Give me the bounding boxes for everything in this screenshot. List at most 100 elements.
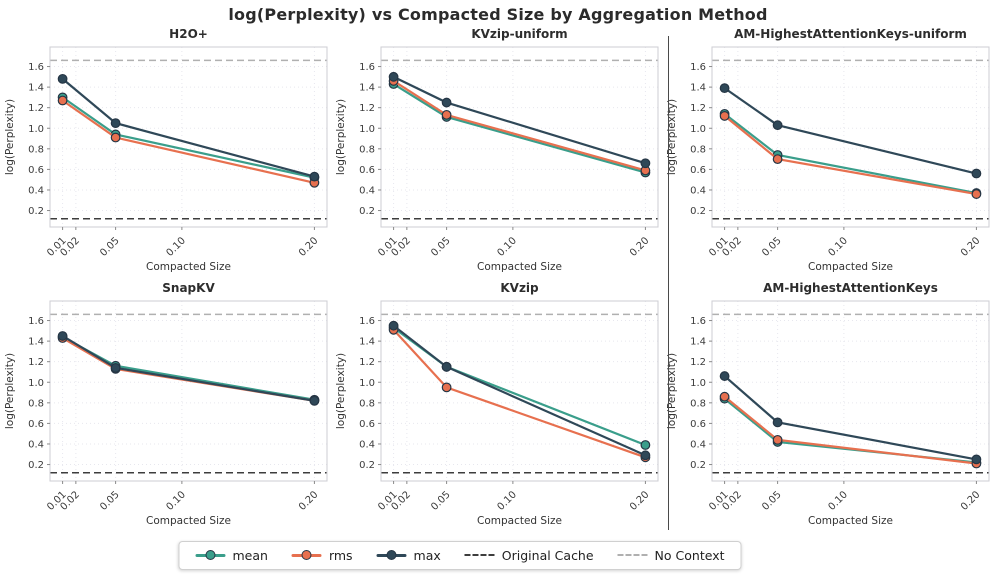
svg-text:log(Perplexity): log(Perplexity): [4, 353, 16, 429]
legend-item-rms: rms: [291, 548, 353, 563]
legend: mean rms max Original Cache No Context: [178, 541, 742, 570]
svg-text:0.4: 0.4: [359, 439, 375, 450]
svg-text:0.8: 0.8: [690, 144, 706, 155]
svg-text:0.6: 0.6: [28, 419, 44, 430]
svg-text:0.2: 0.2: [28, 206, 44, 217]
subplot-kvzip-uniform: KVzip-uniform 0.2 0.4 0.6 0.8 1.0 1.2 1.4 1.6 0.…: [333, 26, 664, 276]
svg-text:1.6: 1.6: [690, 62, 706, 73]
svg-text:1.6: 1.6: [28, 62, 44, 73]
svg-text:0.10: 0.10: [826, 489, 850, 513]
svg-text:1.2: 1.2: [359, 357, 375, 368]
svg-text:1.6: 1.6: [359, 62, 375, 73]
svg-text:1.0: 1.0: [28, 124, 44, 135]
svg-text:1.0: 1.0: [690, 124, 706, 135]
svg-text:1.4: 1.4: [690, 337, 706, 348]
svg-text:Compacted Size: Compacted Size: [808, 515, 893, 527]
subplot-title: AM-HighestAttentionKeys-uniform: [734, 27, 967, 41]
svg-text:0.10: 0.10: [495, 489, 519, 513]
subplot-row-2: SnapKV 0.2 0.4 0.6 0.8 1.0 1.2 1.4 1.6 0.01 0.02 0…: [2, 280, 995, 530]
svg-text:0.2: 0.2: [359, 206, 375, 217]
svg-text:1.6: 1.6: [359, 316, 375, 327]
svg-text:0.4: 0.4: [28, 439, 44, 450]
rms-series-swatch-icon: [291, 550, 322, 561]
svg-text:0.10: 0.10: [826, 235, 850, 259]
svg-text:0.6: 0.6: [359, 419, 375, 430]
subplot-am-highestattentionkeys: AM-HighestAttentionKeys 0.2 0.4 0.6 0.8 1.0 1…: [664, 280, 995, 530]
column-divider: [668, 36, 669, 530]
svg-text:0.20: 0.20: [628, 489, 652, 513]
max-series-swatch-icon: [376, 550, 407, 561]
chart-canvas: 0.20.40.60.81.01.21.41.60.010.02 0.05 0.10…: [335, 46, 659, 273]
svg-text:0.10: 0.10: [164, 235, 188, 259]
chart-canvas: 0.20.40.60.81.01.21.41.60.010.02 0.05 0.10…: [666, 46, 990, 273]
svg-text:0.4: 0.4: [690, 185, 706, 196]
svg-text:Compacted Size: Compacted Size: [477, 515, 562, 527]
svg-text:log(Perplexity): log(Perplexity): [666, 99, 678, 175]
svg-text:log(Perplexity): log(Perplexity): [666, 353, 678, 429]
svg-text:1.0: 1.0: [690, 378, 706, 389]
svg-text:0.6: 0.6: [690, 165, 706, 176]
legend-label: rms: [328, 548, 353, 563]
svg-text:1.2: 1.2: [28, 103, 44, 114]
subplot-snapkv: SnapKV 0.2 0.4 0.6 0.8 1.0 1.2 1.4 1.6 0.01 0.02 0…: [2, 280, 333, 530]
svg-text:0.8: 0.8: [359, 144, 375, 155]
svg-text:0.05: 0.05: [98, 489, 122, 513]
svg-text:1.0: 1.0: [359, 378, 375, 389]
svg-text:Compacted Size: Compacted Size: [477, 261, 562, 273]
svg-text:0.4: 0.4: [359, 185, 375, 196]
svg-text:0.4: 0.4: [28, 185, 44, 196]
svg-text:log(Perplexity): log(Perplexity): [335, 99, 347, 175]
svg-text:1.2: 1.2: [690, 357, 706, 368]
svg-text:0.20: 0.20: [959, 489, 983, 513]
legend-label: No Context: [654, 548, 725, 563]
subplot-am-highestattentionkeys-uniform: AM-HighestAttentionKeys-uniform 0.2 0.4 0.…: [664, 26, 995, 276]
svg-text:1.4: 1.4: [359, 337, 375, 348]
svg-text:log(Perplexity): log(Perplexity): [335, 353, 347, 429]
svg-text:0.05: 0.05: [760, 489, 784, 513]
svg-text:0.05: 0.05: [760, 235, 784, 259]
svg-text:Compacted Size: Compacted Size: [146, 515, 231, 527]
svg-text:1.2: 1.2: [28, 357, 44, 368]
chart-canvas: 0.20.40.60.81.01.21.41.60.010.02 0.05 0.10…: [335, 300, 659, 527]
svg-text:1.6: 1.6: [690, 316, 706, 327]
svg-text:0.6: 0.6: [28, 165, 44, 176]
legend-label: max: [413, 548, 441, 563]
subplot-title: H2O+: [169, 27, 208, 41]
svg-text:0.20: 0.20: [297, 489, 321, 513]
svg-text:0.4: 0.4: [690, 439, 706, 450]
svg-text:1.4: 1.4: [28, 83, 44, 94]
svg-text:0.10: 0.10: [495, 235, 519, 259]
svg-text:1.2: 1.2: [359, 103, 375, 114]
svg-text:0.2: 0.2: [28, 460, 44, 471]
legend-label: Original Cache: [501, 548, 594, 563]
svg-text:0.8: 0.8: [28, 144, 44, 155]
legend-item-no-context: No Context: [617, 548, 725, 563]
subplot-kvzip: KVzip 0.2 0.4 0.6 0.8 1.0 1.2 1.4 1.6 0.01 0.02 0.…: [333, 280, 664, 530]
legend-label: mean: [232, 548, 268, 563]
svg-text:1.4: 1.4: [690, 83, 706, 94]
subplot-h2o-plus: H2O+ 0.2 0.4 0.6 0.8 1.0 1.2 1.4 1.6 0.01 0.02 0.0…: [2, 26, 333, 276]
svg-text:0.6: 0.6: [690, 419, 706, 430]
svg-text:0.2: 0.2: [690, 460, 706, 471]
chart-canvas: 0.20.40.60.81.01.21.41.60.010.02 0.05 0.10…: [4, 300, 328, 527]
svg-text:0.20: 0.20: [628, 235, 652, 259]
svg-text:1.0: 1.0: [28, 378, 44, 389]
legend-item-max: max: [376, 548, 441, 563]
dashed-line-swatch-icon: [617, 550, 648, 561]
svg-text:0.20: 0.20: [297, 235, 321, 259]
chart-canvas: 0.20.40.60.81.01.21.41.60.010.02 0.05 0.10…: [4, 46, 328, 273]
subplot-title: AM-HighestAttentionKeys: [763, 281, 938, 295]
mean-series-swatch-icon: [195, 550, 226, 561]
legend-item-mean: mean: [195, 548, 268, 563]
svg-text:0.8: 0.8: [359, 398, 375, 409]
svg-text:1.4: 1.4: [359, 83, 375, 94]
svg-text:0.20: 0.20: [959, 235, 983, 259]
figure-title: log(Perplexity) vs Compacted Size by Agg…: [228, 5, 768, 24]
subplot-title: KVzip-uniform: [471, 27, 568, 41]
svg-text:log(Perplexity): log(Perplexity): [4, 99, 16, 175]
svg-text:Compacted Size: Compacted Size: [146, 261, 231, 273]
svg-text:0.05: 0.05: [429, 235, 453, 259]
svg-text:1.6: 1.6: [28, 316, 44, 327]
svg-text:0.2: 0.2: [690, 206, 706, 217]
